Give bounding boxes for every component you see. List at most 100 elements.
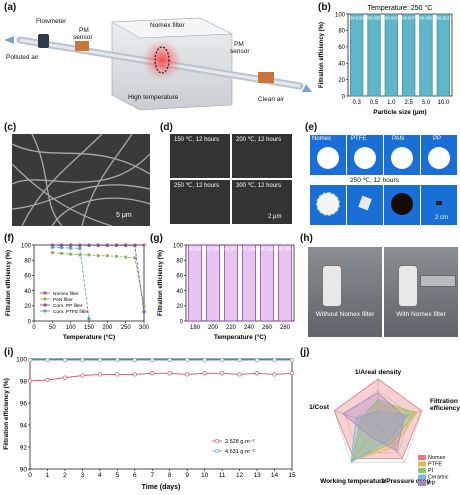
i-ytick-label: 96 (20, 400, 28, 407)
i-data-point (272, 357, 277, 363)
label-e-nomex: Nomex (312, 136, 332, 142)
label-d2: 200 ℃, 12 hours (236, 137, 282, 143)
j-legend-swatch (418, 461, 426, 467)
g-xtick-label: 280 (280, 325, 291, 331)
f-data-point (133, 244, 137, 248)
i-xtick-label: 5 (116, 472, 120, 479)
g-plot-frame (185, 244, 295, 322)
g-y-axis-label: Filtration efficiency (%) (158, 250, 164, 316)
f-legend-marker (43, 309, 47, 313)
b-bar (367, 13, 381, 97)
b-bar-value-label: 99.935 (350, 16, 364, 21)
b-xtick-label: 1.0 (387, 100, 396, 106)
label-pm-sensor-2b: sensor (230, 48, 250, 55)
f-legend-marker (43, 303, 47, 307)
g-bar-value-label: 99.952 (224, 247, 238, 252)
photo-e-nomex-before: Nomex (310, 135, 346, 175)
b-y-axis-label: Filtration efficiency (%) (319, 22, 325, 88)
j-axis-label: 1/Pressure drop (381, 478, 431, 485)
i-data-point (97, 372, 103, 377)
g-ytick-label: 100 (173, 243, 184, 249)
b-ytick-label: 80 (338, 29, 345, 35)
b-x-axis-label: Particle size (μm) (373, 109, 426, 116)
i-xtick-label: 7 (150, 472, 154, 479)
panel-label-i: (i) (4, 347, 14, 358)
nomex-filter-disc (154, 46, 170, 74)
j-grid-ring (366, 413, 390, 435)
chart-g: 0 20 40 60 80 100 Filtration efficiency (%) Tem… (158, 243, 295, 341)
f-data-point (59, 246, 64, 250)
j-legend-label: Ceramic (428, 475, 449, 481)
g-bar (224, 244, 238, 322)
b-xtick-label: 0.3 (352, 100, 361, 106)
detector-device-left (322, 265, 342, 307)
i-xtick-label: 8 (168, 472, 172, 479)
f-ytick-label: 20 (24, 304, 31, 310)
f-data-point (87, 253, 91, 257)
b-ytick-label: 40 (338, 62, 345, 68)
f-data-point (78, 243, 82, 248)
i-series-line (29, 372, 293, 382)
photo-e-ptfe-after (347, 185, 383, 225)
photo-h-without: Without Nomex filter (308, 247, 382, 337)
g-bar-value-label: 99.969 (242, 247, 256, 252)
b-xtick-label: 2.5 (404, 100, 413, 106)
f-legend-label: PAN filter (53, 297, 73, 303)
panel-label-a: (a) (4, 2, 17, 13)
i-legend-marker (214, 438, 220, 444)
j-grid-ring (355, 401, 401, 444)
flowmeter-device (38, 34, 49, 48)
panel-label-d: (d) (160, 122, 173, 133)
label-e-condition: 250 ℃, 12 hours (350, 177, 399, 184)
b-bar-value-label: 99.921 (437, 16, 451, 21)
i-data-point (219, 371, 225, 376)
g-bar-value-label: 99.953 (278, 247, 292, 252)
i-data-point (62, 357, 68, 363)
label-polluted-air: Polluted air (6, 54, 39, 61)
panel-label-f: (f) (4, 233, 14, 244)
i-ytick-label: 100 (16, 356, 27, 363)
b-bar (402, 13, 416, 97)
j-axis-spoke (350, 424, 379, 463)
b-bar-value-label: 99.905 (367, 16, 381, 21)
i-ytick-label: 90 (20, 466, 28, 473)
j-legend-label: PP (428, 481, 436, 487)
f-data-point (105, 253, 109, 258)
sem-image-d2: 200 ℃, 12 hours (232, 134, 292, 178)
f-xtick-label: 150 (84, 325, 95, 331)
f-data-point (59, 251, 64, 256)
j-axis-label: 1/Areal density (355, 369, 402, 376)
f-legend-label: Nomex filter (53, 291, 79, 297)
g-xtick-label: 260 (262, 325, 273, 331)
g-bar (260, 244, 274, 322)
f-data-point (142, 243, 146, 247)
i-data-point (185, 357, 190, 363)
outflow-arrow (302, 84, 312, 92)
g-ytick-label: 60 (176, 274, 183, 280)
label-h-without: Without Nomex filter (315, 311, 375, 318)
label-clean-air: Clean air (258, 96, 285, 103)
i-data-point (167, 357, 172, 363)
scale-bar-e: 2 cm (435, 215, 449, 221)
panel-label-e: (e) (305, 122, 318, 133)
f-xtick-label: 50 (49, 325, 56, 331)
f-data-point (69, 243, 73, 248)
i-data-point (97, 357, 103, 363)
f-ytick-label: 60 (24, 274, 31, 280)
g-bar-value-label: 99.930 (260, 247, 274, 252)
sem-image-d3: 250 ℃, 12 hours (170, 180, 230, 224)
i-xtick-label: 0 (28, 472, 32, 479)
b-ytick-label: 20 (338, 78, 345, 84)
i-xtick-label: 14 (271, 472, 279, 479)
f-data-point (87, 317, 91, 321)
j-legend-label: PI (428, 468, 434, 474)
f-xtick-label: 200 (102, 325, 113, 331)
f-data-point (50, 245, 54, 249)
b-ytick-label: 60 (338, 45, 345, 51)
i-xtick-label: 13 (253, 472, 261, 479)
g-bar (278, 244, 292, 322)
b-chart-title: Temperature: 250 °C (368, 4, 433, 12)
f-legend-label: Com. PP filter (53, 303, 83, 309)
f-legend-marker (43, 297, 47, 301)
